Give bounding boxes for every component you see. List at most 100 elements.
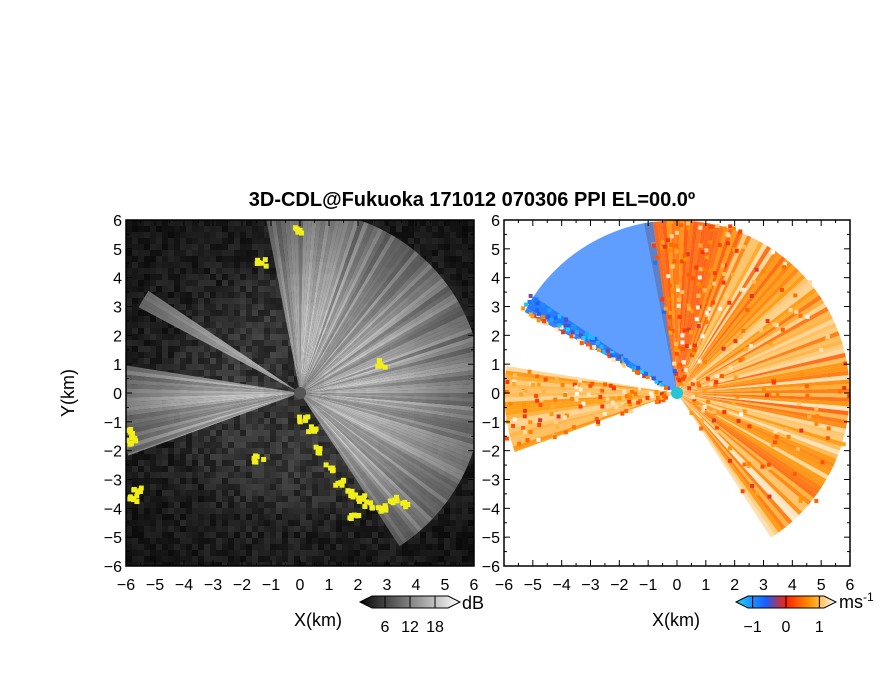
masked-echo-cell <box>394 494 400 500</box>
velocity-speckle-cell <box>645 395 650 400</box>
velocity-speckle-cell <box>574 330 579 335</box>
velocity-sector-ray <box>504 393 677 412</box>
x-tick-label: −4 <box>175 577 193 594</box>
velocity-speckle-cell <box>736 419 741 424</box>
velocity-sector-ray <box>677 393 849 420</box>
masked-echo-cell <box>351 512 357 518</box>
velocity-speckle-cell <box>677 345 682 350</box>
y-tick-label: −1 <box>482 415 500 432</box>
velocity-speckle-cell <box>598 394 603 399</box>
velocity-speckle-cell <box>771 380 776 385</box>
masked-echo-cell <box>254 454 260 460</box>
velocity-speckle-cell <box>557 323 562 328</box>
velocity-speckle-cell <box>709 268 714 273</box>
velocity-speckles <box>504 220 850 504</box>
velocity-speckle-cell <box>699 418 704 423</box>
velocity-speckle-cell <box>779 287 784 292</box>
masked-echo-cell <box>356 498 362 504</box>
y-tick-label: −5 <box>482 530 500 547</box>
velocity-speckle-cell <box>556 414 561 419</box>
chart-title: 3D-CDL@Fukuoka 171012 070306 PPI EL=00.0… <box>249 189 695 211</box>
velocity-speckle-cell <box>782 265 787 270</box>
velocity-speckle-cell <box>588 383 593 388</box>
velocity-speckle-cell <box>563 317 568 322</box>
velocity-speckle-cell <box>699 426 704 431</box>
x-tick-label: 0 <box>673 577 682 594</box>
velocity-speckle-cell <box>680 333 685 338</box>
velocity-speckle-cell <box>693 343 698 348</box>
velocity-speckle-cell <box>628 395 633 400</box>
velocity-speckle-cell <box>712 281 717 286</box>
velocity-speckle-cell <box>798 313 803 318</box>
velocity-speckle-cell <box>702 389 707 394</box>
velocity-sector-ray <box>505 393 677 416</box>
velocity-speckle-cell <box>698 267 703 272</box>
velocity-speckle-cell <box>700 250 705 255</box>
radar-site-marker-velocity <box>671 387 683 399</box>
velocity-speckle-cell <box>719 374 724 379</box>
reflectivity-colorbar-unit: dB <box>462 593 484 613</box>
velocity-speckle-cell <box>807 414 812 419</box>
velocity-speckle-cell <box>677 314 682 319</box>
velocity-speckle-cell <box>766 462 771 467</box>
velocity-speckle-cell <box>750 483 755 488</box>
y-tick-label: −3 <box>104 473 122 490</box>
velocity-speckle-cell <box>677 378 682 383</box>
velocity-speckle-cell <box>655 395 660 400</box>
velocity-speckle-cell <box>504 436 509 441</box>
velocity-speckle-cell <box>741 328 746 333</box>
velocity-speckle-cell <box>581 336 586 341</box>
velocity-speckle-cell <box>660 246 665 251</box>
velocity-speckle-cell <box>536 437 541 442</box>
velocity-speckle-cell <box>563 430 568 435</box>
velocity-speckle-cell <box>528 293 533 298</box>
masked-echo-cell <box>298 230 304 236</box>
velocity-speckle-cell <box>715 223 720 228</box>
velocity-speckle-cell <box>608 383 613 388</box>
masked-echo-cell <box>131 486 137 492</box>
y-tick-label: −4 <box>104 501 122 518</box>
velocity-sector-ray <box>677 274 806 393</box>
velocity-speckle-cell <box>738 334 743 339</box>
x-tick-label: −3 <box>581 577 599 594</box>
velocity-speckle-cell <box>742 462 747 467</box>
velocity-speckle-cell <box>733 339 738 344</box>
velocity-speckle-cell <box>704 319 709 324</box>
x-tick-label: −6 <box>117 577 135 594</box>
velocity-sector-ray <box>677 393 803 516</box>
velocity-speckle-cell <box>574 385 579 390</box>
velocity-speckle-cell <box>663 386 668 391</box>
velocity-panel: −6 −5 −4 −3 −2 −1 0 1 2 3 4 5 6 −6 −5 −4 −3 −2 −1 0 1 2 3 4 5 6 X… <box>482 213 855 630</box>
velocity-speckle-cell <box>552 435 557 440</box>
velocity-speckle-cell <box>702 404 707 409</box>
velocity-sector-ray <box>677 374 850 393</box>
velocity-speckle-cell <box>627 392 632 397</box>
velocity-speckle-cell <box>742 409 747 414</box>
velocity-speckle-cell <box>535 398 540 403</box>
masked-echo-cell <box>127 494 133 500</box>
velocity-speckle-cell <box>587 333 592 338</box>
masked-echo-cell <box>329 468 335 474</box>
velocity-sector-ray <box>677 370 849 393</box>
velocity-speckle-cell <box>701 408 706 413</box>
velocity-speckle-cell <box>654 255 659 260</box>
velocity-speckle-cell <box>731 401 736 406</box>
velocity-speckle-cell <box>646 372 651 377</box>
masked-echo-cell <box>308 424 314 430</box>
velocity-speckle-cell <box>685 252 690 257</box>
velocity-speckle-cell <box>536 311 541 316</box>
velocity-speckle-cell <box>682 328 687 333</box>
masked-echo-cell <box>378 508 384 514</box>
velocity-speckle-cell <box>843 361 848 366</box>
velocity-speckle-cell <box>586 393 591 398</box>
x-tick-label: −2 <box>233 577 251 594</box>
velocity-speckle-cell <box>659 395 664 400</box>
velocity-speckle-cell <box>786 434 791 439</box>
velocity-speckle-cell <box>534 393 539 398</box>
velocity-speckle-cell <box>605 397 610 402</box>
velocity-sector-ray <box>677 291 820 393</box>
masked-echo-cell <box>317 450 323 456</box>
velocity-speckle-cell <box>694 392 699 397</box>
velocity-speckle-cell <box>645 375 650 380</box>
velocity-speckle-cell <box>648 391 653 396</box>
